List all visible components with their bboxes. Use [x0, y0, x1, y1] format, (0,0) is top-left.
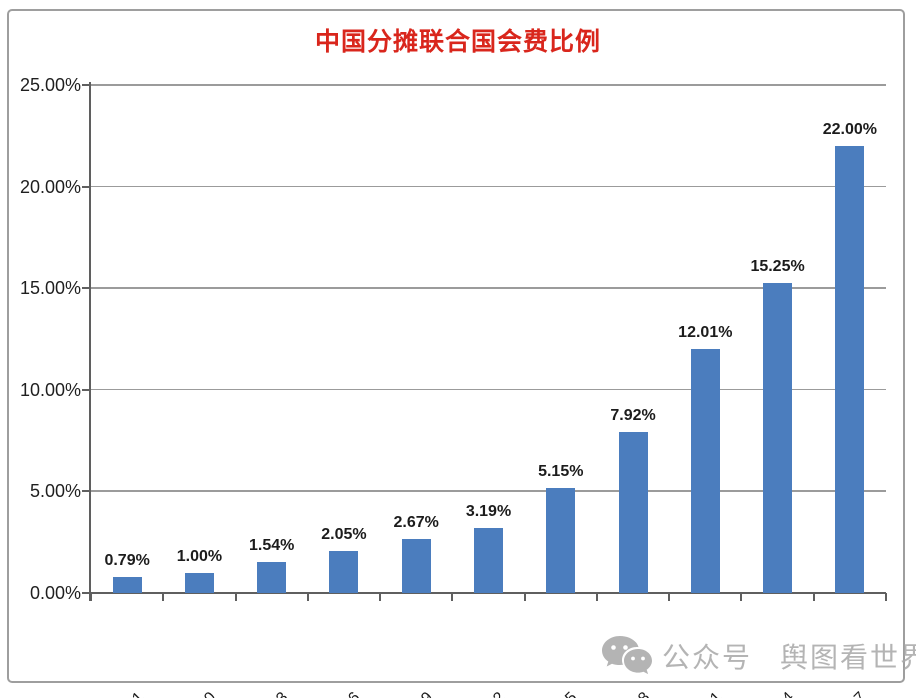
y-axis-label: 15.00%	[19, 278, 81, 299]
x-axis-tick	[162, 593, 165, 601]
bar	[112, 577, 142, 593]
x-axis-tick	[812, 593, 815, 601]
x-axis-tick	[234, 593, 237, 601]
y-axis-label: 5.00%	[29, 481, 81, 502]
x-axis-tick	[90, 593, 92, 601]
y-axis-tick	[82, 592, 90, 594]
x-axis-label-text: 1998-2000	[153, 689, 220, 698]
bar	[257, 562, 287, 593]
bar	[618, 432, 648, 593]
chart-title: 中国分摊联合国会费比例	[314, 28, 601, 56]
x-axis-label-text: 2025-2027	[804, 689, 871, 698]
x-axis-label-text: 2010-2012	[442, 689, 509, 698]
x-axis-tick	[668, 593, 671, 601]
bar-value-label: 7.92%	[610, 407, 656, 424]
gridline	[91, 84, 886, 86]
y-axis-label: 0.00%	[29, 583, 81, 603]
y-axis-label: 10.00%	[19, 379, 81, 400]
bar-value-label: 1.00%	[176, 548, 223, 565]
x-axis-tick	[451, 593, 454, 601]
bar	[184, 573, 214, 593]
y-axis-tick	[82, 287, 90, 290]
gridline	[91, 490, 886, 492]
gridline	[91, 185, 886, 188]
bar-value-label: 3.19%	[465, 503, 512, 520]
chart-frame	[7, 9, 905, 683]
bar-value-label: 0.79%	[104, 552, 150, 569]
bar	[329, 551, 359, 593]
bar-value-label: 5.15%	[538, 463, 584, 480]
bar-value-label: 22.00%	[822, 121, 877, 138]
x-axis-tick	[595, 593, 598, 601]
bar-value-label: 2.67%	[393, 514, 439, 531]
bar-value-label: 1.54%	[248, 537, 295, 554]
bar	[835, 146, 865, 593]
x-axis-line	[91, 592, 886, 594]
x-axis-tick	[740, 593, 743, 601]
plot-area: 25.00% 20.00% 15.00% 10.00% 5.00% 0.00% 0.79% 1…	[20, 75, 887, 698]
x-axis-tick	[306, 593, 309, 601]
bar	[763, 283, 793, 593]
x-axis-label-text: 2016-2018	[587, 689, 654, 698]
bar	[690, 349, 720, 593]
y-axis-label: 25.00%	[19, 75, 81, 95]
gridline	[91, 287, 886, 289]
x-axis-label-text: 2001-2003	[226, 689, 293, 698]
x-axis-label-text: 2013-2015	[515, 689, 582, 698]
x-axis-tick	[379, 593, 382, 601]
x-axis-label-text: 1989-1991	[81, 689, 148, 698]
y-axis-tick	[82, 84, 90, 86]
bar	[474, 528, 503, 593]
bar	[401, 539, 431, 593]
x-axis-label-text: 2007-2009	[370, 689, 437, 698]
x-axis-tick	[885, 593, 887, 601]
bar-value-label: 15.25%	[750, 258, 805, 275]
y-axis-tick	[82, 185, 90, 188]
x-axis-label-text: 2022-2024	[731, 689, 798, 698]
y-axis-line	[89, 82, 91, 601]
bar	[546, 488, 576, 593]
x-axis-label-text: 2019-2021	[659, 689, 726, 698]
y-axis-tick	[82, 490, 90, 493]
x-axis-tick	[523, 593, 526, 601]
y-axis-tick	[82, 388, 90, 391]
y-axis-label: 20.00%	[19, 176, 81, 197]
gridline	[91, 388, 886, 391]
x-axis-label-text: 2004-2006	[298, 689, 365, 698]
bar-value-label: 2.05%	[321, 526, 367, 543]
bar-value-label: 12.01%	[678, 324, 733, 341]
